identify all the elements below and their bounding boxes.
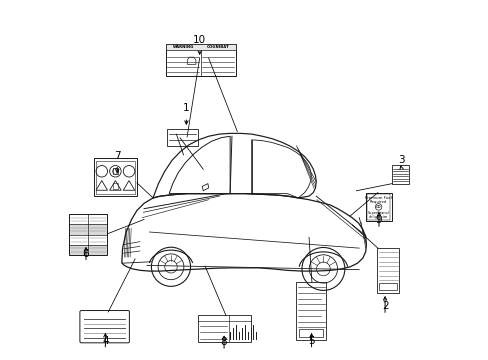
Bar [366, 194, 389, 220]
Bar [379, 283, 396, 290]
Bar [165, 44, 235, 50]
Bar [112, 168, 118, 174]
Text: 2: 2 [381, 301, 387, 311]
Text: COGNIBAT: COGNIBAT [206, 45, 229, 49]
Text: 9: 9 [375, 215, 382, 225]
Bar [69, 224, 107, 235]
Text: 6: 6 [82, 248, 89, 258]
Text: 5: 5 [307, 336, 314, 346]
Bar [376, 248, 399, 293]
Bar [69, 245, 107, 255]
Text: SuperEtanol: SuperEtanol [367, 211, 389, 215]
Bar [112, 184, 118, 189]
Text: Required: Required [369, 200, 386, 204]
Bar [198, 315, 250, 342]
Bar [391, 165, 408, 184]
Bar [96, 161, 135, 194]
Text: co: co [375, 204, 381, 210]
Text: 1: 1 [183, 103, 189, 113]
Text: Premium Fuel: Premium Fuel [365, 196, 391, 200]
Bar [299, 329, 323, 337]
Bar [365, 193, 391, 221]
Text: obligatoire: obligatoire [368, 215, 387, 219]
Text: 10: 10 [193, 35, 206, 45]
Text: 8: 8 [220, 337, 227, 347]
Bar [167, 129, 198, 146]
Bar [165, 44, 235, 76]
Text: WARNING: WARNING [172, 45, 193, 49]
Text: 7: 7 [114, 150, 120, 161]
Text: 3: 3 [397, 155, 404, 165]
Text: 4: 4 [102, 336, 108, 346]
Bar [296, 282, 325, 339]
Bar [69, 214, 107, 255]
Bar [94, 158, 137, 196]
